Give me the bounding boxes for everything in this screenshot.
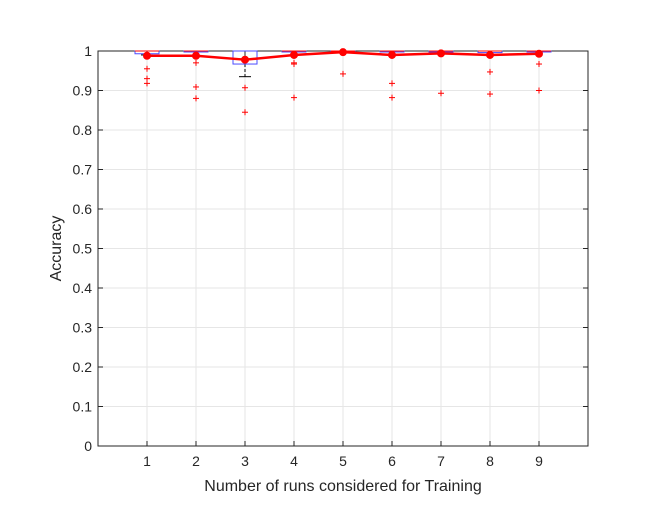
mean-point (486, 50, 494, 59)
outlier-point (193, 95, 199, 102)
y-tick-label: 0.5 (73, 241, 93, 257)
y-tick-label: 0.6 (73, 201, 93, 217)
x-tick-label: 9 (535, 453, 543, 469)
x-tick-label: 6 (388, 453, 396, 469)
x-tick-label: 3 (241, 453, 249, 469)
y-tick-label: 0.9 (73, 83, 93, 99)
outlier-series (144, 59, 542, 116)
x-tick-label: 8 (486, 453, 494, 469)
outlier-point (487, 68, 493, 75)
mean-point (388, 50, 396, 59)
y-tick-label: 0.7 (73, 162, 93, 178)
outlier-point (340, 70, 346, 77)
outlier-point (291, 94, 297, 101)
x-tick-label: 4 (290, 453, 298, 469)
mean-point (192, 51, 200, 60)
mean-line-series (143, 48, 543, 64)
y-axis-label: Accuracy (48, 216, 65, 282)
outlier-point (536, 87, 542, 94)
y-axis-ticks: 0 0.1 0.2 0.3 0.4 0.5 0.6 0.7 0.8 0.9 1 (73, 43, 588, 454)
outlier-point (291, 61, 297, 68)
outlier-point (389, 94, 395, 101)
x-tick-label: 7 (437, 453, 445, 469)
y-tick-label: 0 (84, 438, 92, 454)
x-tick-label: 2 (192, 453, 200, 469)
x-tick-label: 1 (143, 453, 151, 469)
outlier-point (193, 83, 199, 90)
mean-point (437, 49, 445, 58)
outlier-point (242, 109, 248, 116)
x-tick-label: 5 (339, 453, 347, 469)
x-axis-label: Number of runs considered for Training (204, 478, 481, 495)
y-tick-label: 1 (84, 43, 92, 59)
mean-point (143, 51, 151, 60)
y-tick-label: 0.2 (73, 359, 93, 375)
outlier-point (242, 84, 248, 91)
outlier-point (536, 61, 542, 68)
mean-point (535, 49, 543, 58)
mean-point (241, 55, 249, 64)
outlier-point (144, 65, 150, 72)
outlier-point (487, 91, 493, 98)
outlier-point (438, 90, 444, 97)
mean-point (290, 50, 298, 59)
y-tick-label: 0.3 (73, 320, 93, 336)
outlier-point (144, 80, 150, 87)
outlier-point (389, 80, 395, 87)
y-tick-label: 0.4 (73, 280, 93, 296)
y-tick-label: 0.1 (73, 399, 93, 415)
mean-point (339, 48, 347, 57)
y-tick-label: 0.8 (73, 122, 93, 138)
outlier-point (193, 59, 199, 66)
